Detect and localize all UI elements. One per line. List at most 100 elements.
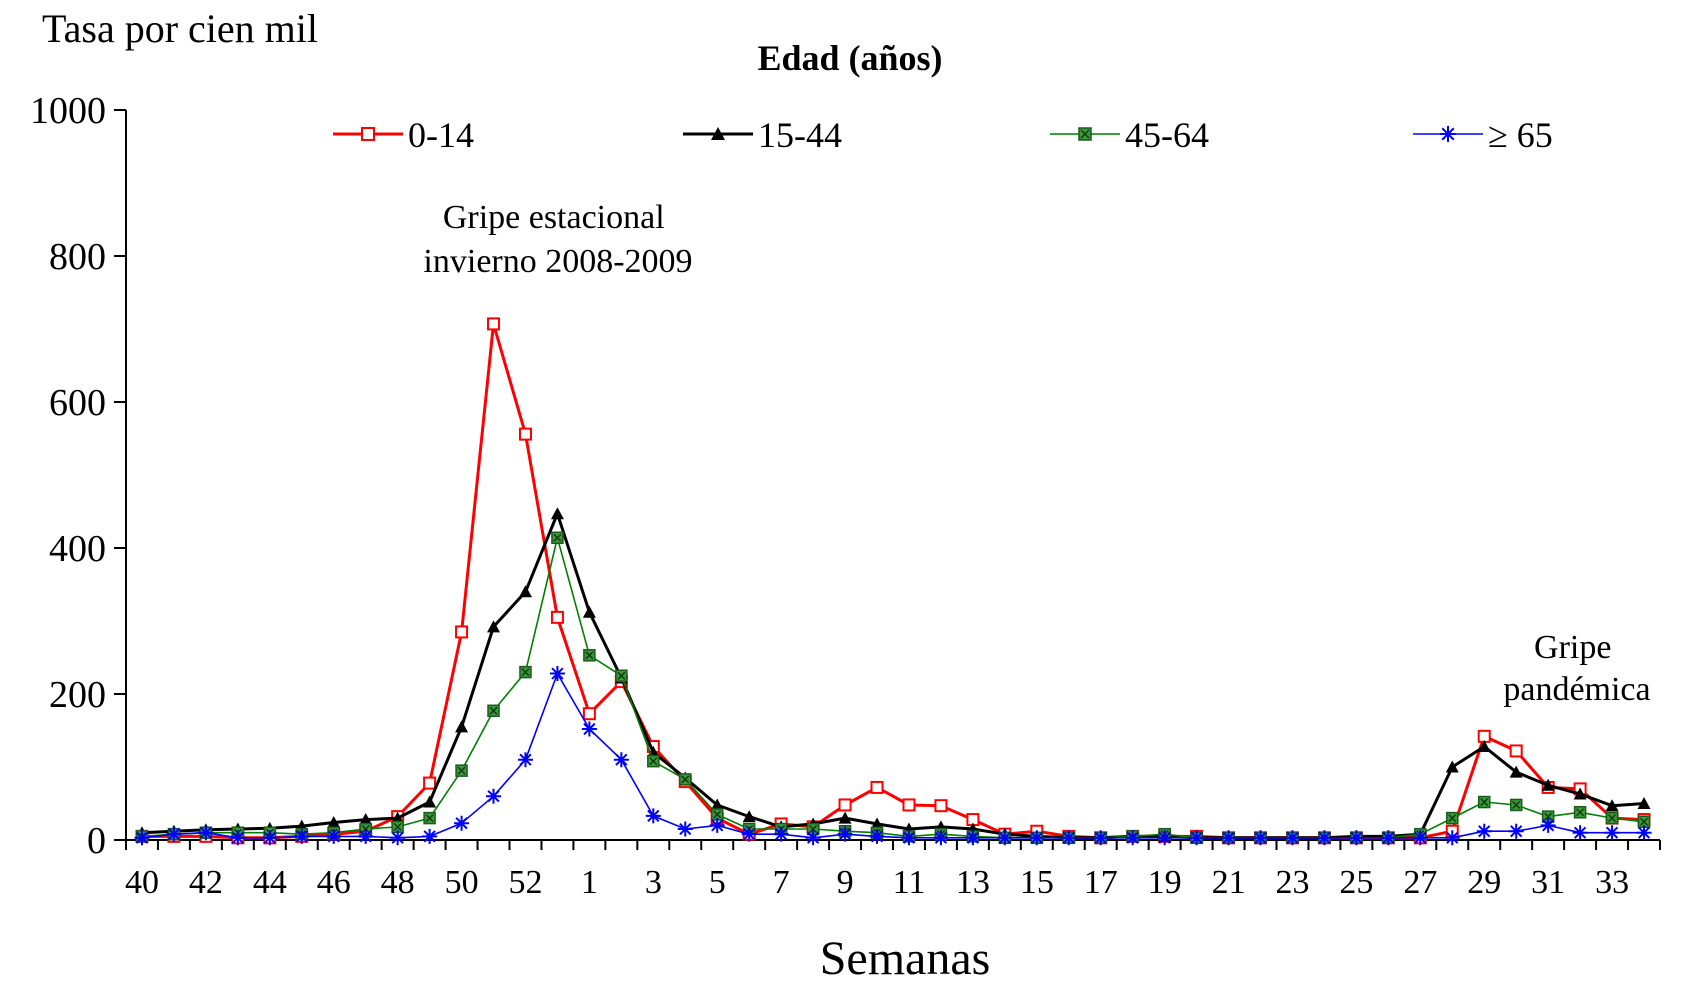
x-tick-label: 46 — [317, 864, 351, 901]
marker-cross — [393, 822, 402, 831]
marker-65-plus — [1189, 830, 1205, 846]
y-tick-label: 400 — [49, 528, 106, 570]
marker-15-44 — [742, 810, 756, 823]
marker-45-64 — [519, 665, 532, 679]
marker-cross — [425, 814, 434, 823]
legend-label: ≥ 65 — [1488, 115, 1553, 155]
marker-65-plus — [1125, 830, 1141, 846]
marker-cross — [713, 810, 722, 819]
marker-0-14 — [838, 798, 852, 812]
marker-65-plus — [230, 830, 246, 846]
annotation-pandemic-flu: Gripe pandémica — [1503, 629, 1650, 708]
marker-65-plus — [1508, 823, 1524, 839]
marker-15-44 — [487, 620, 501, 633]
marker-65-plus — [294, 828, 310, 844]
marker-45-64 — [1573, 806, 1587, 819]
marker-15-44 — [1445, 760, 1459, 773]
marker-65-plus — [1029, 830, 1045, 846]
marker-0-14 — [902, 798, 916, 812]
marker-0-14 — [870, 780, 884, 794]
marker-cross — [1512, 800, 1521, 809]
marker-65-plus — [1572, 825, 1588, 841]
y-tick-label: 200 — [49, 674, 106, 716]
x-tick-label: 19 — [1148, 864, 1182, 901]
marker-65-plus — [1253, 830, 1269, 846]
marker-15-44 — [391, 811, 405, 824]
marker-65-plus — [1316, 830, 1332, 846]
marker-65-plus — [422, 828, 438, 844]
marker-15-44 — [518, 585, 532, 598]
marker-15-44 — [870, 817, 884, 830]
marker-65-plus — [1284, 830, 1300, 846]
marker-45-64 — [1605, 811, 1619, 825]
series-65-plus-line — [141, 672, 1644, 839]
marker-65-plus — [581, 721, 597, 737]
marker-0-14 — [518, 427, 532, 441]
x-tick-label: 31 — [1531, 864, 1565, 901]
marker-cross — [489, 706, 498, 715]
marker-45-64 — [583, 649, 596, 662]
marker-65-plus — [613, 752, 629, 768]
marker-65-plus — [965, 830, 981, 846]
marker-65-plus — [517, 752, 533, 768]
marker-cross — [1544, 812, 1553, 821]
marker-65-plus — [1476, 823, 1492, 839]
marker-15-44 — [646, 745, 660, 758]
annotation-pandemic-line-1: Gripe — [1534, 629, 1611, 666]
series-15-44-line — [141, 512, 1645, 840]
legend-item-15-44: 15-44 — [683, 115, 842, 155]
marker-65-plus — [390, 830, 406, 846]
marker-cross — [521, 668, 530, 677]
annotation-seasonal-line-2: invierno 2008-2009 — [423, 243, 692, 280]
marker-45-64 — [1477, 795, 1491, 809]
marker-45-64 — [423, 811, 436, 825]
marker-0-14 — [487, 317, 501, 331]
annotation-seasonal-flu: Gripe estacional invierno 2008-2009 — [423, 199, 692, 280]
legend: 0-14 15-44 45-64 ≥ 65 — [333, 115, 1553, 155]
x-axis-label: Semanas — [820, 932, 991, 985]
marker-65-plus — [645, 808, 661, 824]
series-0-14 — [135, 317, 1651, 845]
marker-cross — [1080, 129, 1090, 139]
marker-0-14 — [423, 776, 437, 790]
marker-65-plus — [198, 825, 214, 841]
x-tick-label: 17 — [1084, 864, 1118, 901]
marker-65-plus — [166, 826, 182, 842]
x-tick-label: 27 — [1403, 864, 1437, 901]
marker-15-44 — [582, 605, 596, 618]
x-tick-label: 21 — [1212, 864, 1246, 901]
marker-15-44 — [1573, 787, 1587, 800]
x-tick-label: 52 — [508, 864, 542, 901]
marker-cross — [1608, 814, 1617, 823]
marker-65-plus — [677, 821, 693, 837]
marker-65-plus — [1412, 830, 1428, 846]
series-45-64-line — [141, 536, 1645, 839]
marker-15-44 — [1605, 799, 1619, 812]
marker-15-44 — [455, 720, 469, 733]
x-tick-label: 42 — [189, 864, 223, 901]
y-tick-label: 1000 — [30, 90, 106, 132]
marker-45-64 — [647, 754, 660, 768]
marker-cross — [553, 533, 562, 542]
marker-65-plus — [773, 826, 789, 842]
x-tick-label: 29 — [1467, 864, 1501, 901]
marker-65-plus — [1380, 830, 1396, 846]
marker-15-44 — [327, 815, 341, 828]
marker-cross — [617, 671, 626, 680]
marker-65-plus — [1061, 830, 1077, 846]
marker-15-44 — [359, 813, 373, 826]
marker-65-plus — [1540, 817, 1556, 833]
x-tick-label: 9 — [837, 864, 854, 901]
legend-label: 0-14 — [408, 115, 474, 155]
y-ticks: 0 200 400 600 800 1000 — [30, 90, 126, 862]
marker-cross — [1480, 798, 1489, 807]
legend-title: Edad (años) — [757, 38, 942, 78]
marker-15-44 — [550, 507, 564, 520]
marker-65-plus — [326, 828, 342, 844]
x-ticks: 40 42 44 46 48 50 52 1 3 5 7 9 11 13 15 17 19 21 23 25 27 29 3… — [125, 840, 1661, 901]
marker-15-44 — [711, 127, 725, 140]
marker-cross — [585, 651, 594, 660]
marker-65-plus — [1444, 830, 1460, 846]
marker-45-64 — [487, 704, 500, 718]
